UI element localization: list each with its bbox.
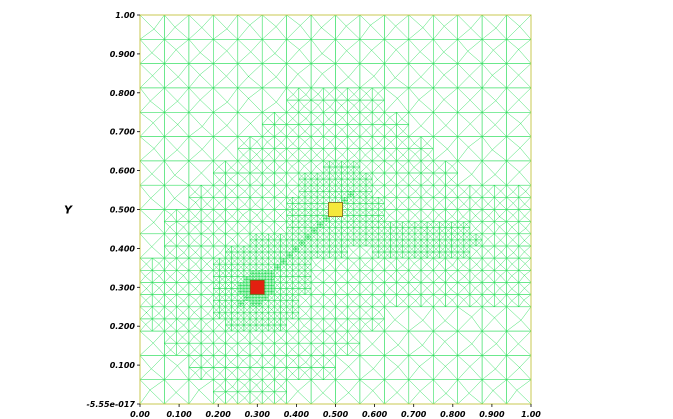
y-tick-label: 0.500 <box>110 206 136 215</box>
x-tick-label: 0.600 <box>362 410 388 419</box>
x-tick-label: 0.500 <box>323 410 349 419</box>
x-tick-label: 0.900 <box>479 410 505 419</box>
y-tick-label: 0.200 <box>110 322 136 331</box>
y-tick-label: 0.900 <box>110 50 136 59</box>
y-tick-label: 0.100 <box>110 361 136 370</box>
y-tick-label: 0.700 <box>110 128 136 137</box>
x-tick-label: 1.00 <box>521 410 541 419</box>
red-marker <box>249 279 265 295</box>
x-tick-label: 0.100 <box>166 410 192 419</box>
x-tick-label: 0.400 <box>284 410 310 419</box>
y-axis-ticks: -5.55e-017 0.100 0.200 0.300 0.400 0.500 0.600… <box>86 11 140 409</box>
x-tick-label: 0.300 <box>245 410 271 419</box>
y-tick-label: 0.300 <box>110 283 136 292</box>
x-axis-ticks: 0.00 0.100 0.200 0.300 0.400 0.500 0.600 0.700 0… <box>130 404 541 419</box>
x-tick-label: 0.200 <box>206 410 232 419</box>
y-tick-label: 0.600 <box>110 167 136 176</box>
x-tick-label: 0.800 <box>440 410 466 419</box>
markers <box>249 202 343 295</box>
y-tick-label: 0.400 <box>110 244 136 253</box>
yellow-marker <box>328 202 343 217</box>
x-tick-label: 0.700 <box>401 410 427 419</box>
y-tick-label: 0.800 <box>110 89 136 98</box>
y-tick-label: -5.55e-017 <box>86 400 135 409</box>
y-axis-label: Y <box>64 204 73 217</box>
x-tick-label: 0.00 <box>130 410 150 419</box>
y-tick-label: 1.00 <box>115 11 135 20</box>
